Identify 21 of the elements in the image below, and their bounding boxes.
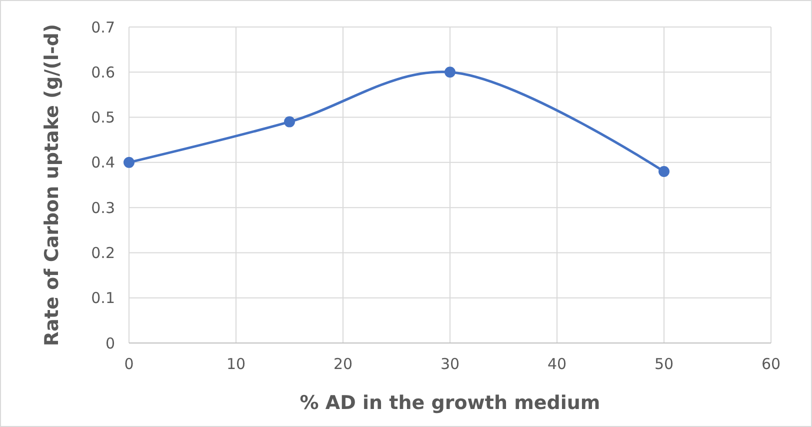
- x-tick-label: 40: [547, 355, 567, 373]
- point: [658, 166, 670, 177]
- y-tick-label: 0.7: [91, 18, 115, 36]
- x-tick-label: 60: [761, 355, 781, 373]
- x-tick-label: 20: [333, 355, 353, 373]
- y-tick-label: 0.2: [91, 244, 115, 262]
- y-tick-label: 0: [105, 334, 115, 352]
- point: [284, 116, 295, 128]
- y-axis-title: Rate of Carbon uptake (g/(l-d): [41, 24, 63, 346]
- x-tick-label: 10: [226, 355, 246, 373]
- y-tick-label: 0.1: [91, 289, 115, 308]
- x-tick-label: 30: [440, 355, 460, 373]
- x-tick-label: 50: [654, 355, 674, 373]
- y-tick-label: 0.4: [91, 154, 115, 172]
- point: [444, 66, 456, 78]
- x-axis-title: % AD in the growth medium: [300, 392, 600, 414]
- y-tick-label: 0.6: [91, 63, 115, 82]
- y-tick-label: 0.5: [91, 108, 115, 127]
- y-tick-label: 0.3: [91, 198, 115, 217]
- point: [124, 156, 134, 168]
- x-tick-label: 0: [124, 355, 134, 373]
